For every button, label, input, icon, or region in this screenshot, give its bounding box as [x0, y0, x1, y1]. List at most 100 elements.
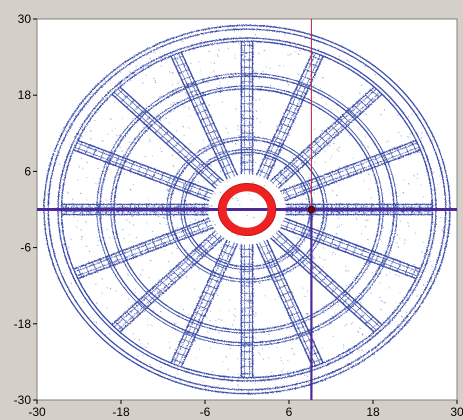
speckle-point: [334, 116, 336, 118]
speckle-point: [218, 384, 220, 386]
speckle-point: [314, 128, 316, 130]
speckle-point: [184, 135, 186, 137]
speckle-point: [164, 243, 166, 245]
y-tick-label: 6: [24, 164, 31, 178]
speckle-point: [282, 362, 284, 364]
spoke-rung: [183, 151, 192, 160]
speckle-point: [310, 50, 312, 52]
speckle-point: [383, 301, 385, 303]
spoke-rung: [107, 153, 113, 163]
spoke-rung: [184, 331, 196, 337]
spoke-rung: [292, 96, 304, 101]
speckle-point: [187, 228, 189, 230]
speckle-point: [210, 311, 212, 313]
speckle-point: [127, 262, 129, 264]
speckle-point: [363, 180, 365, 182]
speckle-point: [160, 119, 162, 121]
speckle-point: [116, 135, 118, 137]
speckle-point: [136, 312, 138, 314]
speckle-point: [379, 253, 381, 255]
spoke-rung: [370, 89, 380, 98]
speckle-point: [249, 111, 251, 113]
speckle-point: [163, 217, 165, 219]
speckle-point: [406, 312, 408, 314]
speckle-point: [200, 122, 202, 124]
spoke-rung: [344, 166, 350, 177]
speckle-point: [220, 247, 222, 249]
speckle-point: [323, 247, 325, 249]
speckle-point: [216, 53, 218, 55]
spoke-rung: [200, 298, 211, 303]
speckle-point: [106, 307, 108, 309]
spoke-rung: [336, 290, 345, 299]
speckle-point: [185, 316, 187, 318]
speckle-point: [318, 240, 320, 242]
speckle-point: [252, 182, 254, 184]
speckle-point: [231, 141, 233, 143]
speckle-point: [281, 147, 283, 149]
speckle-point: [288, 84, 290, 86]
speckle-point: [352, 321, 354, 323]
speckle-point: [182, 363, 184, 365]
speckle-point: [227, 180, 229, 182]
spoke-edge: [283, 146, 420, 199]
speckle-point: [409, 155, 411, 157]
speckle-point: [420, 271, 422, 273]
speckle-point: [340, 357, 342, 359]
speckle-point: [435, 189, 437, 191]
speckle-point: [262, 348, 264, 350]
spoke-rung: [200, 244, 209, 252]
speckle-point: [204, 174, 206, 176]
speckle-point: [231, 170, 233, 172]
speckle-point: [254, 315, 256, 317]
speckle-point: [302, 261, 304, 263]
speckle-point: [173, 165, 175, 167]
axis-layer: -30 -18 -6 6 18 30 30 18 6 -6 -18 -30: [14, 12, 463, 419]
spoke-rung: [181, 338, 193, 344]
speckle-point: [91, 147, 93, 149]
speckle-point: [268, 333, 270, 335]
speckle-point: [121, 150, 123, 152]
speckle-point: [156, 114, 158, 116]
speckle-point: [360, 232, 362, 234]
speckle-point: [380, 206, 382, 208]
speckle-point: [238, 43, 240, 45]
speckle-point: [346, 365, 348, 367]
speckle-point: [214, 245, 216, 247]
speckle-point: [283, 220, 285, 222]
speckle-point: [355, 218, 357, 220]
speckle-point: [92, 318, 94, 320]
speckle-point: [442, 185, 444, 187]
speckle-point: [175, 130, 177, 132]
speckle-point: [214, 242, 216, 244]
spoke-rung: [149, 290, 158, 299]
speckle-point: [376, 180, 378, 182]
speckle-point: [188, 106, 190, 108]
spoke-rung: [295, 89, 307, 94]
spoke-rung: [396, 147, 402, 158]
spoke-rung: [84, 264, 90, 275]
speckle-point: [231, 232, 233, 234]
speckle-point: [307, 164, 309, 166]
speckle-point: [178, 169, 180, 171]
speckle-point: [410, 290, 412, 292]
spoke-rung: [218, 156, 230, 162]
speckle-point: [417, 205, 419, 207]
speckle-point: [345, 285, 347, 287]
speckle-point: [145, 346, 147, 348]
spoke-rung: [194, 249, 203, 258]
speckle-point: [276, 346, 278, 348]
speckle-point: [289, 327, 291, 329]
spoke-rung: [196, 222, 202, 233]
speckle-point: [124, 287, 126, 289]
speckle-point: [209, 284, 211, 286]
spoke-rung: [200, 167, 209, 175]
speckle-point: [286, 108, 288, 110]
speckle-point: [54, 207, 56, 209]
x-tick-label: -30: [28, 405, 46, 419]
speckle-point: [247, 134, 249, 136]
speckle-point: [341, 96, 343, 98]
speckle-point: [361, 144, 363, 146]
spoke-edge: [283, 220, 420, 273]
